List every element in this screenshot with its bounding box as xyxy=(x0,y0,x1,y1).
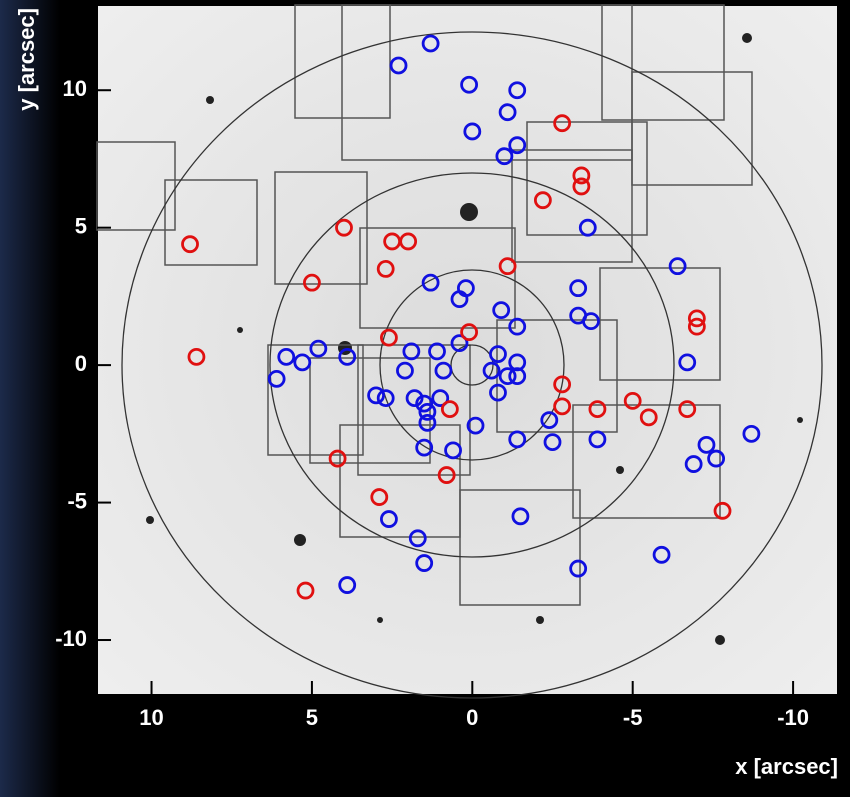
y-tick-label: -5 xyxy=(67,488,87,513)
y-tick-label: -10 xyxy=(55,626,87,651)
plot-area xyxy=(97,5,838,695)
x-tick-label: 0 xyxy=(466,705,478,730)
x-tick-label: 10 xyxy=(139,705,163,730)
x-tick-label: -5 xyxy=(623,705,643,730)
x-tick-label: 5 xyxy=(306,705,318,730)
page: {"chart_data": {"type": "scatter", "x_la… xyxy=(0,0,850,797)
y-tick-label: 0 xyxy=(75,351,87,376)
chart: x [arcsec] y [arcsec] 10 5 0 -5 -10 -10 -5 0 5 10 xyxy=(0,0,850,797)
x-tick-label: -10 xyxy=(777,705,809,730)
x-axis-label: x [arcsec] xyxy=(735,754,838,779)
y-tick-label: 5 xyxy=(75,213,87,238)
y-axis-label: y [arcsec] xyxy=(14,8,39,111)
y-tick-label: 10 xyxy=(63,76,87,101)
background-edge xyxy=(0,0,60,797)
